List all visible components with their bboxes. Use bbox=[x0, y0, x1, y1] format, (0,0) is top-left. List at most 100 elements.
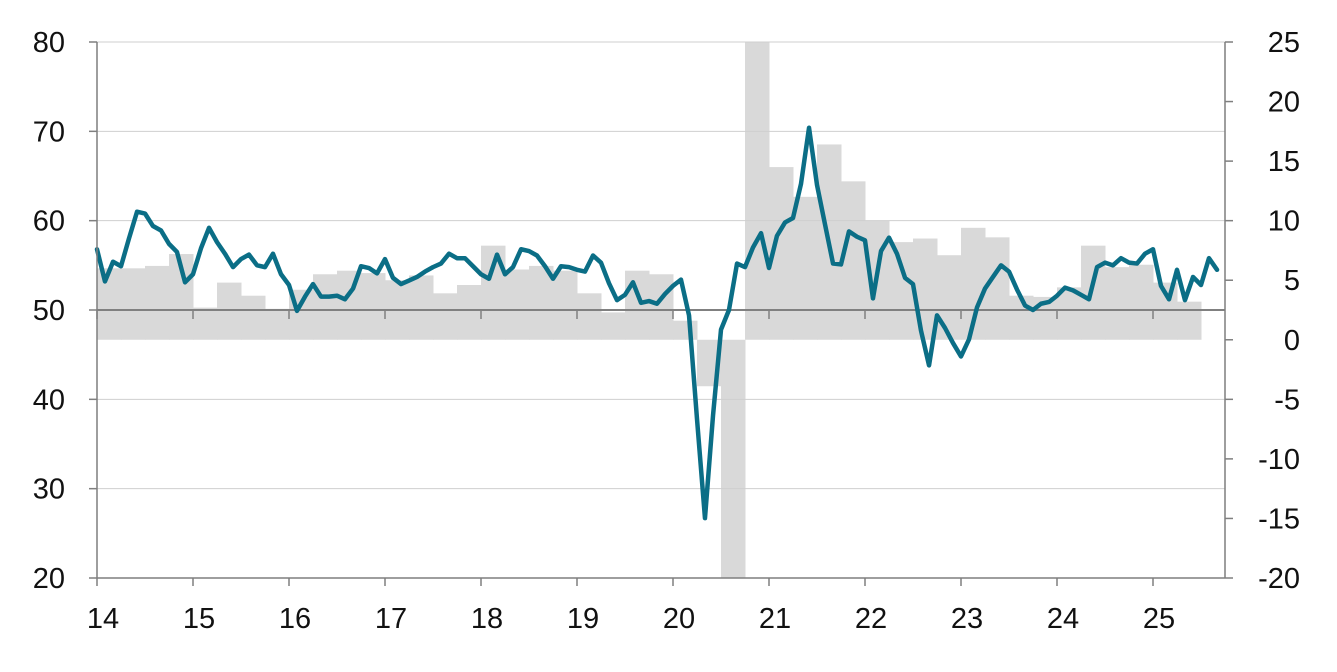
line-point-43 bbox=[440, 262, 442, 265]
line-point-98 bbox=[880, 250, 882, 252]
line-point-29 bbox=[328, 295, 330, 298]
line-point-122 bbox=[1072, 289, 1074, 292]
line-point-23 bbox=[280, 273, 282, 276]
line-point-130 bbox=[1136, 262, 1138, 265]
line-point-101 bbox=[904, 277, 906, 279]
bar-43 bbox=[1129, 264, 1154, 340]
bar-37 bbox=[985, 237, 1010, 340]
x-tick-label: 18 bbox=[471, 603, 503, 635]
left-tick-label: 70 bbox=[33, 116, 65, 148]
line-point-52 bbox=[512, 266, 514, 268]
bar-0 bbox=[97, 268, 122, 340]
line-point-120 bbox=[1056, 294, 1058, 297]
line-point-84 bbox=[768, 267, 770, 269]
line-point-54 bbox=[528, 250, 530, 252]
x-tick-label: 19 bbox=[567, 603, 599, 635]
line-point-61 bbox=[584, 270, 586, 273]
line-point-103 bbox=[920, 329, 922, 332]
line-point-27 bbox=[312, 283, 314, 285]
line-point-60 bbox=[576, 269, 578, 271]
line-point-53 bbox=[520, 248, 522, 251]
bar-19 bbox=[553, 270, 578, 340]
line-point-28 bbox=[320, 295, 322, 298]
line-point-116 bbox=[1024, 304, 1026, 307]
line-point-80 bbox=[736, 262, 738, 265]
line-point-124 bbox=[1088, 298, 1090, 301]
right-tick-label: -20 bbox=[1258, 563, 1300, 595]
line-point-30 bbox=[336, 294, 338, 297]
line-point-85 bbox=[776, 235, 778, 237]
line-point-66 bbox=[624, 294, 626, 296]
right-tick-label: 20 bbox=[1268, 87, 1300, 119]
line-point-123 bbox=[1080, 294, 1082, 296]
bar-23 bbox=[649, 274, 674, 340]
line-point-13 bbox=[200, 247, 202, 250]
line-point-114 bbox=[1008, 270, 1010, 273]
line-point-131 bbox=[1144, 252, 1146, 255]
bar-34 bbox=[913, 238, 938, 340]
bar-2 bbox=[145, 265, 170, 340]
line-point-5 bbox=[136, 210, 138, 213]
line-point-9 bbox=[168, 243, 170, 245]
line-point-7 bbox=[152, 225, 154, 227]
line-point-109 bbox=[968, 338, 970, 341]
line-point-102 bbox=[912, 283, 914, 285]
x-tick-label: 21 bbox=[759, 603, 791, 635]
line-point-49 bbox=[488, 277, 490, 280]
line-point-134 bbox=[1168, 298, 1170, 301]
line-point-1 bbox=[104, 280, 106, 283]
x-tick-label: 15 bbox=[183, 603, 215, 635]
line-point-55 bbox=[536, 254, 538, 257]
line-point-99 bbox=[888, 236, 890, 239]
bar-7 bbox=[265, 308, 290, 340]
line-point-72 bbox=[672, 285, 674, 287]
line-point-47 bbox=[472, 265, 474, 268]
bar-40 bbox=[1057, 287, 1082, 340]
line-point-136 bbox=[1184, 299, 1186, 301]
x-tick-label: 20 bbox=[663, 603, 695, 635]
line-point-4 bbox=[128, 237, 130, 240]
bar-45 bbox=[1177, 301, 1202, 340]
bar-33 bbox=[889, 242, 914, 340]
line-point-71 bbox=[664, 293, 666, 295]
line-series-group bbox=[94, 125, 1220, 521]
line-point-118 bbox=[1040, 302, 1042, 305]
bar-31 bbox=[841, 181, 866, 340]
line-point-62 bbox=[592, 254, 594, 257]
line-point-69 bbox=[648, 300, 650, 302]
bar-20 bbox=[577, 293, 602, 340]
line-point-97 bbox=[872, 297, 874, 300]
bar-18 bbox=[529, 265, 554, 340]
line-point-129 bbox=[1128, 261, 1130, 264]
line-point-132 bbox=[1152, 248, 1154, 251]
line-point-14 bbox=[208, 227, 210, 229]
x-tick-label: 14 bbox=[87, 603, 119, 635]
line-point-3 bbox=[120, 265, 122, 268]
line-point-87 bbox=[792, 217, 794, 219]
line-point-86 bbox=[784, 221, 786, 224]
line-point-117 bbox=[1032, 309, 1034, 311]
line-point-59 bbox=[568, 266, 570, 268]
line-point-16 bbox=[224, 252, 226, 255]
line-point-19 bbox=[248, 253, 250, 256]
bar-17 bbox=[505, 269, 530, 340]
line-point-15 bbox=[216, 241, 218, 243]
line-point-139 bbox=[1208, 257, 1210, 259]
left-tick-label: 80 bbox=[33, 27, 65, 59]
line-point-121 bbox=[1064, 286, 1066, 289]
line-point-113 bbox=[1000, 264, 1002, 267]
line-point-25 bbox=[296, 310, 298, 312]
bar-4 bbox=[193, 307, 218, 340]
x-tick-label: 23 bbox=[951, 603, 983, 635]
line-point-135 bbox=[1176, 269, 1178, 271]
line-point-48 bbox=[480, 273, 482, 276]
line-point-104 bbox=[928, 364, 930, 367]
bar-6 bbox=[241, 295, 266, 340]
line-point-89 bbox=[808, 126, 810, 129]
line-point-8 bbox=[160, 229, 162, 232]
line-point-34 bbox=[368, 267, 370, 269]
line-point-12 bbox=[192, 273, 194, 276]
right-tick-label: 5 bbox=[1284, 265, 1300, 297]
left-axis-tick-labels: 80 70 60 50 40 30 20 bbox=[33, 27, 65, 595]
